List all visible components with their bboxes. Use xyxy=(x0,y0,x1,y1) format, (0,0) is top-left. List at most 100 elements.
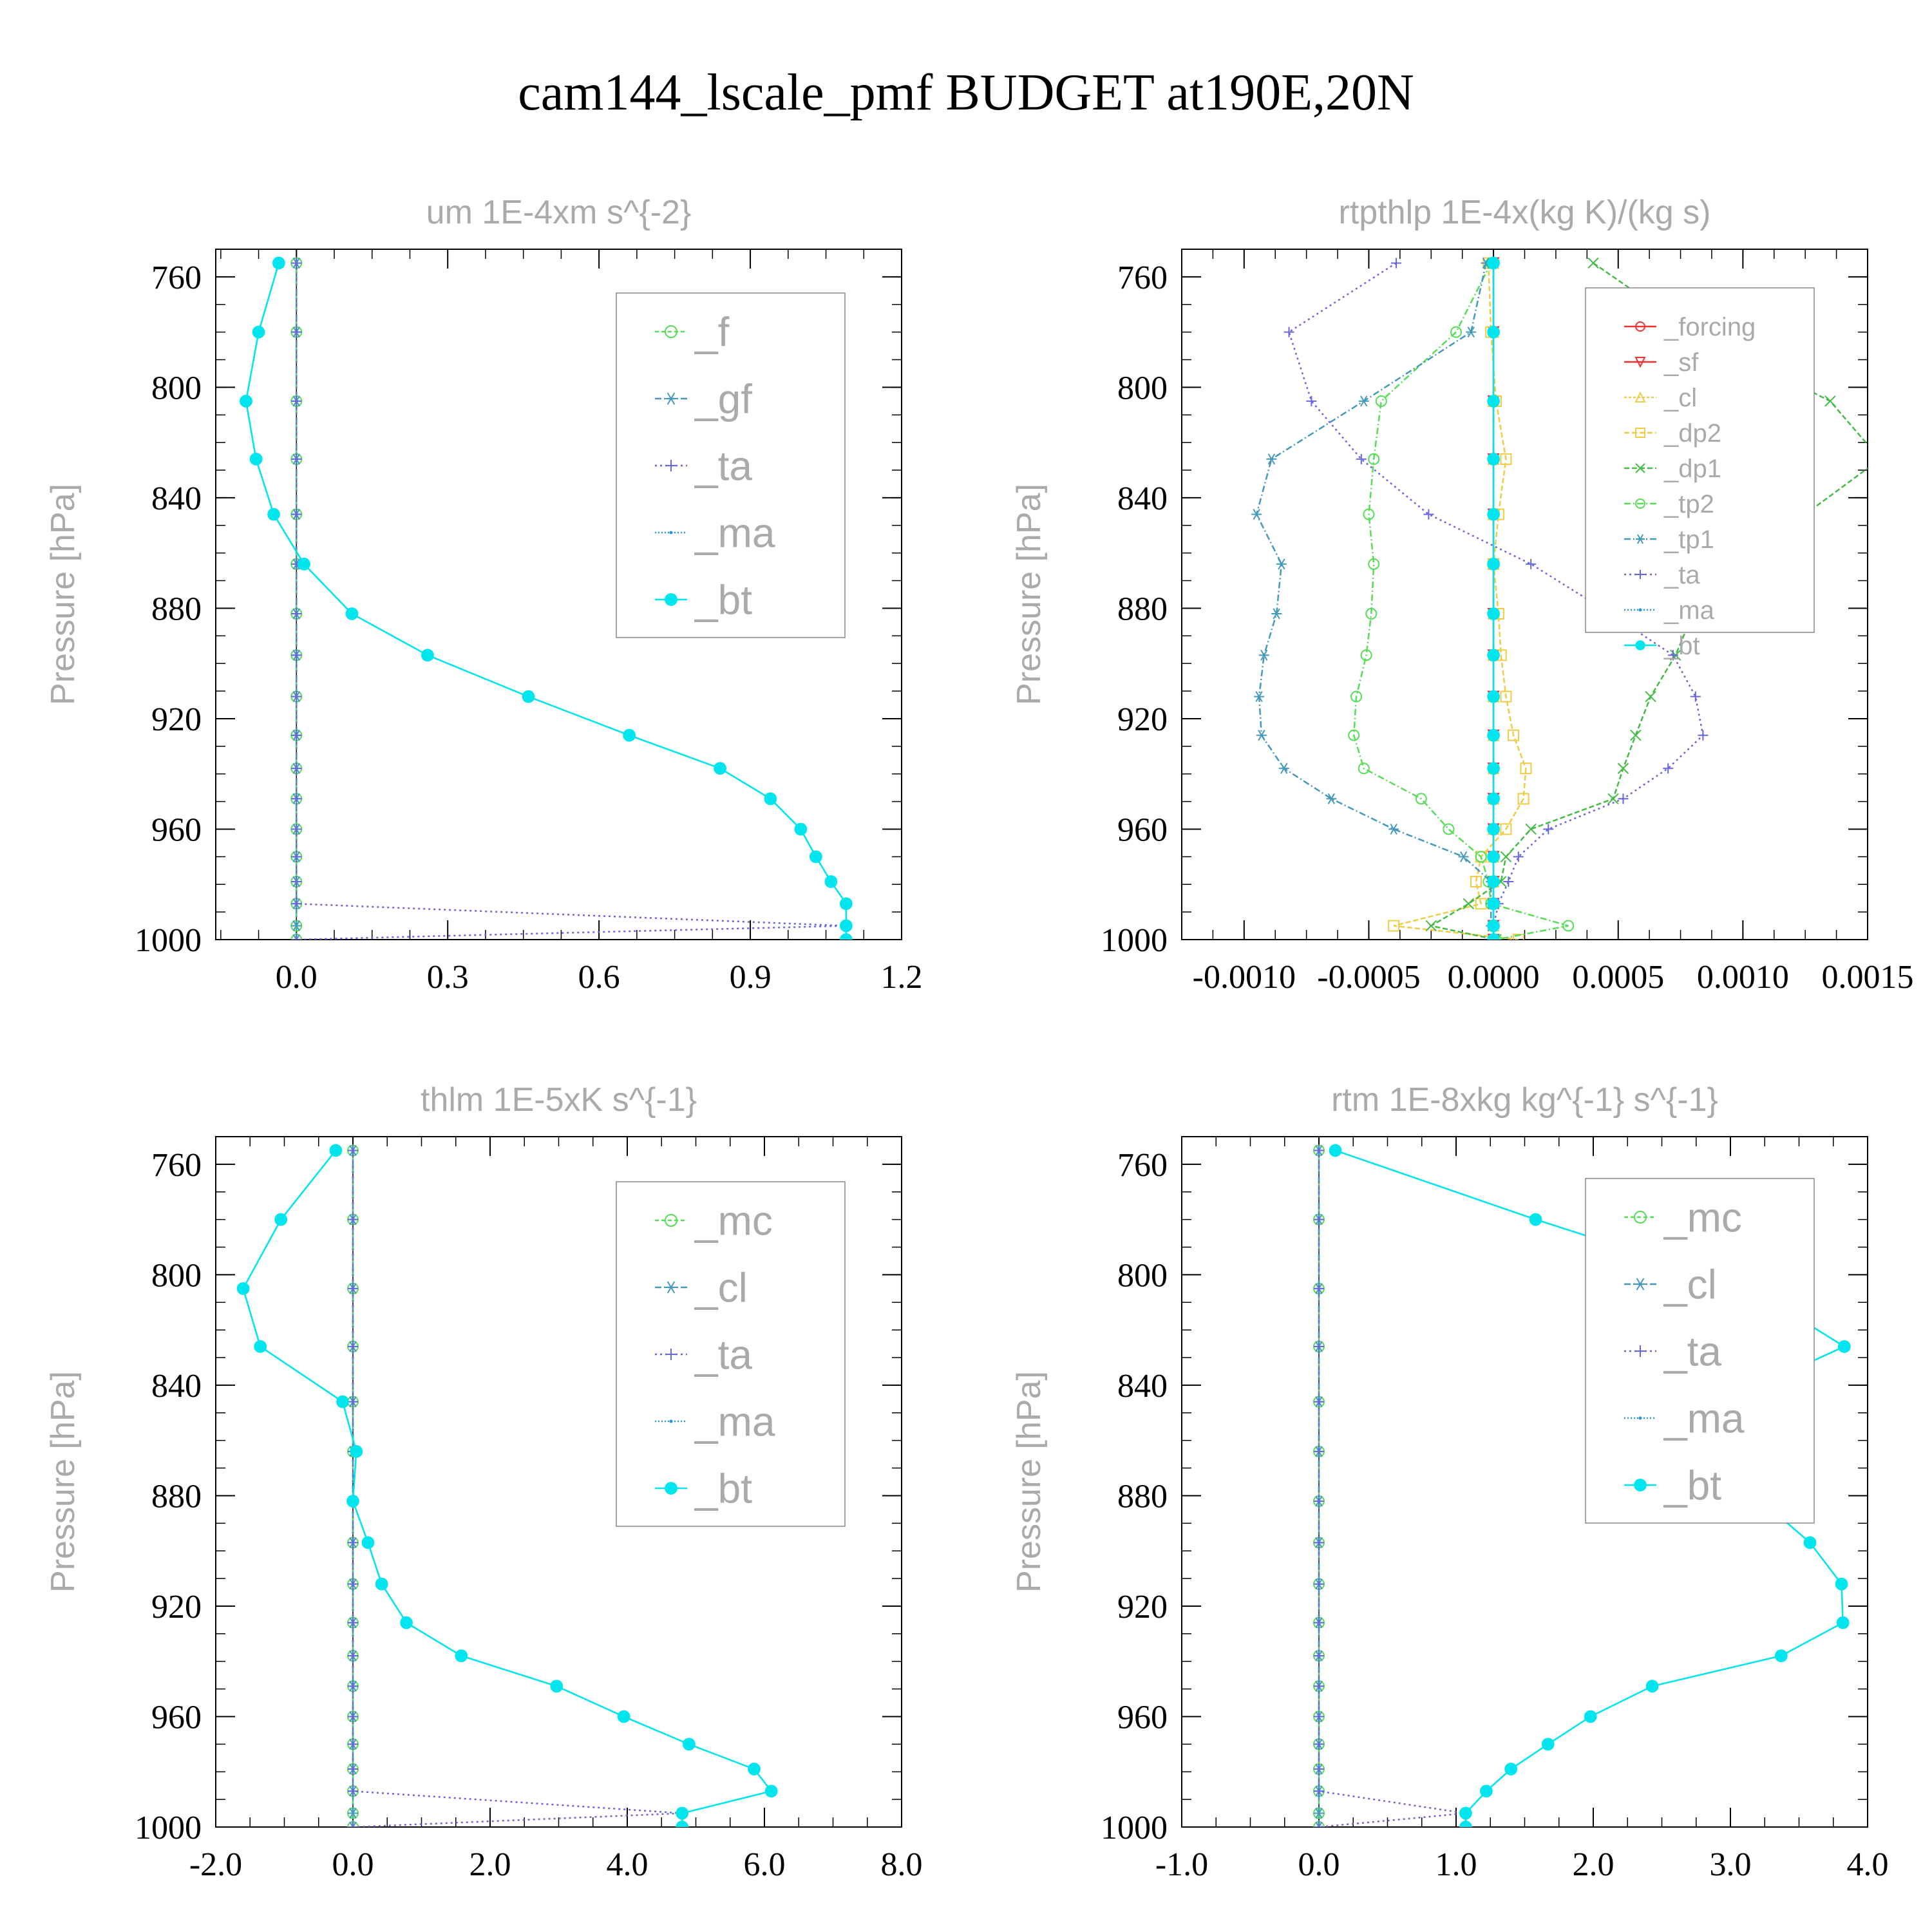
legend-label: _ta xyxy=(1663,1328,1721,1374)
data-point xyxy=(1487,728,1500,742)
data-point xyxy=(1529,1213,1542,1226)
data-point xyxy=(291,934,302,940)
data-point xyxy=(1803,1536,1817,1549)
data-point xyxy=(291,898,302,909)
data-point xyxy=(274,1213,288,1226)
legend-label: _ta xyxy=(694,1331,752,1378)
legend: _forcing _sf _cl _dp2 _dp1 _tp2 _tp1 _ta _ma _bt xyxy=(1585,287,1815,660)
y-axis-label: Pressure [hPa] xyxy=(44,484,82,705)
data-point xyxy=(1314,1446,1324,1457)
y-tick-label: 840 xyxy=(151,1368,202,1405)
data-point xyxy=(329,1144,343,1157)
data-point xyxy=(682,1738,696,1751)
y-tick-label: 920 xyxy=(1117,701,1168,738)
legend-label: _cl xyxy=(1663,384,1697,412)
data-point xyxy=(348,1822,358,1827)
legend-label: _mc xyxy=(694,1197,773,1244)
panel-title: rtpthlp 1E-4x(kg K)/(kg s) xyxy=(1339,194,1711,231)
series-layer xyxy=(1251,256,1868,940)
data-point xyxy=(617,1710,630,1723)
data-point xyxy=(375,1577,388,1591)
data-point xyxy=(291,650,302,661)
y-tick-label: 920 xyxy=(151,701,202,738)
y-tick-label: 960 xyxy=(1117,1699,1168,1736)
y-tick-label: 840 xyxy=(151,480,202,517)
data-point xyxy=(346,1495,359,1508)
data-point xyxy=(764,1785,778,1798)
data-point xyxy=(236,1282,250,1295)
data-point xyxy=(291,609,302,620)
x-tick-label: 6.0 xyxy=(744,1846,786,1883)
legend-label: _cl xyxy=(1663,1261,1717,1307)
data-point xyxy=(1314,1808,1324,1819)
y-tick-label: 880 xyxy=(151,591,202,627)
data-point xyxy=(1314,1283,1324,1294)
data-point xyxy=(1487,933,1500,940)
series-line-dp2 xyxy=(1393,263,1527,940)
data-point xyxy=(1375,395,1387,407)
legend-marker xyxy=(665,392,677,405)
legend: _f _gf _ta _ma _bt xyxy=(616,292,846,638)
data-point xyxy=(348,1786,358,1797)
data-point xyxy=(1487,875,1500,888)
y-tick-label: 880 xyxy=(151,1478,202,1515)
data-point xyxy=(1415,793,1427,805)
panel-rtpthlp: rtpthlp 1E-4x(kg K)/(kg s) Pressure [hPa]… xyxy=(1010,194,1914,996)
panel-thlm: thlm 1E-5xK s^{-1} Pressure [hPa] 760 800 84… xyxy=(44,1081,923,1883)
data-point xyxy=(348,1145,358,1156)
data-point xyxy=(1584,1710,1597,1723)
x-tick-label: 1.0 xyxy=(1435,1846,1477,1883)
data-point xyxy=(272,256,285,270)
data-point xyxy=(291,793,302,804)
data-point xyxy=(522,690,535,703)
data-point xyxy=(291,691,302,702)
legend-label: _tp1 xyxy=(1663,526,1714,554)
data-point xyxy=(1487,919,1500,933)
legend-marker xyxy=(1634,391,1646,402)
data-point xyxy=(1306,395,1317,406)
data-point xyxy=(1836,1616,1850,1629)
legend-marker xyxy=(1636,534,1645,544)
legend-label: _ma xyxy=(1663,1395,1745,1441)
legend-label: _dp1 xyxy=(1663,455,1721,483)
y-tick-label: 800 xyxy=(151,370,202,406)
data-point xyxy=(1425,920,1437,932)
y-tick-label: 800 xyxy=(1117,370,1168,406)
data-point xyxy=(1504,1763,1518,1776)
data-point xyxy=(1365,608,1378,620)
legend-box xyxy=(616,1181,846,1527)
data-point xyxy=(1314,1145,1324,1156)
legend-label: _bt xyxy=(1663,632,1700,660)
data-point xyxy=(1314,1617,1324,1628)
x-tick-label: 3.0 xyxy=(1710,1846,1752,1883)
legend-marker xyxy=(669,1419,673,1423)
data-point xyxy=(1543,824,1554,835)
y-tick-label: 960 xyxy=(1117,811,1168,848)
data-point xyxy=(1348,729,1360,741)
figure-title: cam144_lscale_pmf BUDGET at190E,20N xyxy=(518,64,1414,121)
y-tick-label: 960 xyxy=(151,811,202,848)
data-point xyxy=(1487,690,1500,703)
legend-label: _forcing xyxy=(1663,313,1756,341)
legend-marker xyxy=(1634,1345,1646,1357)
legend-marker xyxy=(665,1482,677,1495)
data-point xyxy=(1487,394,1500,408)
panel-title: thlm 1E-5xK s^{-1} xyxy=(421,1081,697,1119)
data-point xyxy=(1587,257,1599,269)
data-point xyxy=(348,1739,358,1750)
data-point xyxy=(1314,1763,1324,1774)
data-point xyxy=(421,649,434,662)
data-point xyxy=(348,1341,358,1352)
series-layer xyxy=(240,256,853,940)
legend-marker xyxy=(1638,608,1642,612)
legend-label: _f xyxy=(694,308,730,355)
y-tick-label: 960 xyxy=(151,1699,202,1736)
y-tick-label: 760 xyxy=(1117,1147,1168,1184)
x-tick-label: 0.0000 xyxy=(1448,959,1540,996)
data-point xyxy=(550,1680,564,1693)
data-point xyxy=(1630,729,1642,741)
data-point xyxy=(1487,507,1500,521)
data-point xyxy=(1503,876,1514,887)
legend-marker xyxy=(1635,428,1645,438)
data-point xyxy=(1459,1821,1472,1827)
